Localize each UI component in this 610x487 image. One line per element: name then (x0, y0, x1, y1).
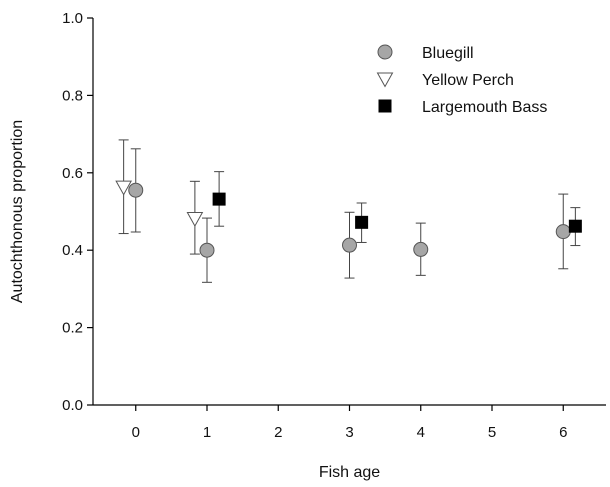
data-marks (115, 139, 582, 283)
y-tick-label: 0.2 (62, 320, 83, 337)
largemouth-bass-marker (355, 215, 369, 229)
yellow-perch-marker (186, 211, 204, 227)
legend-yellow-perch-marker (376, 72, 394, 88)
y-tick-label: 0.4 (62, 242, 83, 259)
largemouth-bass-point (212, 171, 226, 227)
yellow-perch-marker (115, 180, 132, 196)
ticks: 0.0 0.2 0.4 0.6 0.8 1.0 0 1 2 3 4 5 6 (62, 10, 567, 441)
bluegill-marker (342, 237, 357, 253)
bluegill-marker (413, 241, 429, 257)
x-tick-label: 3 (345, 424, 353, 441)
legend: Bluegill Yellow Perch Largemouth Bass (376, 44, 547, 116)
bluegill-marker (555, 224, 571, 240)
y-tick-label: 0.8 (62, 87, 83, 104)
bluegill-point (555, 193, 571, 270)
y-axis-title: Autochthonous proportion (9, 120, 26, 303)
legend-bluegill-marker (377, 44, 393, 60)
x-tick-label: 4 (417, 424, 425, 441)
yellow-perch-point (115, 139, 132, 235)
bluegill-marker (128, 182, 144, 198)
x-tick-label: 2 (274, 424, 282, 441)
largemouth-bass-marker (212, 192, 226, 206)
yellow-perch-point (186, 180, 204, 255)
y-tick-label: 0.6 (62, 165, 83, 182)
bluegill-point (199, 217, 215, 283)
legend-largemouth-bass-label: Largemouth Bass (422, 99, 547, 116)
y-tick-label: 1.0 (62, 10, 83, 27)
y-tick-label: 0.0 (62, 397, 83, 414)
x-tick-label: 6 (559, 424, 567, 441)
legend-bluegill-label: Bluegill (422, 45, 474, 62)
axes (92, 18, 606, 406)
legend-yellow-perch-label: Yellow Perch (422, 72, 514, 89)
bluegill-point (128, 148, 144, 233)
legend-largemouth-bass-marker (378, 99, 392, 113)
largemouth-bass-point (568, 207, 582, 247)
x-tick-label: 1 (203, 424, 211, 441)
largemouth-bass-point (355, 202, 369, 243)
x-tick-label: 5 (488, 424, 496, 441)
bluegill-point (342, 211, 357, 279)
x-tick-label: 0 (132, 424, 140, 441)
bluegill-marker (199, 242, 215, 258)
largemouth-bass-marker (568, 219, 582, 233)
x-axis-title: Fish age (319, 464, 380, 481)
bluegill-point (413, 222, 429, 276)
